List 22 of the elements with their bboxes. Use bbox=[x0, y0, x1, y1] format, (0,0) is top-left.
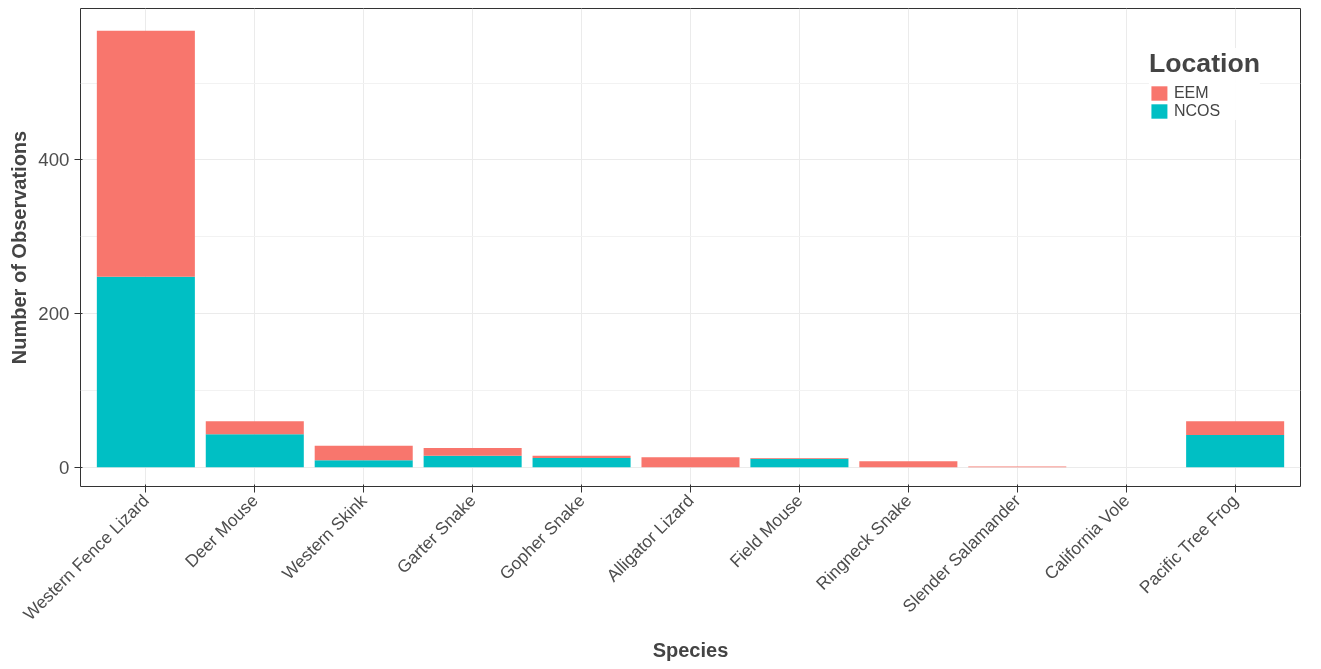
bar bbox=[1186, 435, 1285, 468]
y-tick-label: 0 bbox=[59, 456, 70, 478]
legend-label: EEM bbox=[1173, 84, 1209, 102]
bar bbox=[96, 30, 195, 277]
bar bbox=[314, 445, 413, 461]
bar bbox=[859, 461, 958, 468]
bar bbox=[205, 434, 304, 468]
y-tick-label: 200 bbox=[38, 303, 70, 325]
x-axis-title: Species bbox=[652, 639, 729, 662]
bar bbox=[314, 460, 413, 468]
bar bbox=[1186, 421, 1285, 436]
bar bbox=[423, 455, 522, 468]
y-tick-label: 400 bbox=[38, 149, 70, 171]
bar bbox=[205, 421, 304, 435]
bar bbox=[750, 458, 849, 468]
legend-label: NCOS bbox=[1173, 102, 1221, 120]
bar bbox=[532, 458, 631, 468]
y-axis-title: Number of Observations bbox=[8, 130, 31, 365]
bar bbox=[641, 457, 740, 468]
bar bbox=[423, 448, 522, 456]
legend-title: Location bbox=[1148, 48, 1260, 79]
bar bbox=[96, 276, 195, 468]
